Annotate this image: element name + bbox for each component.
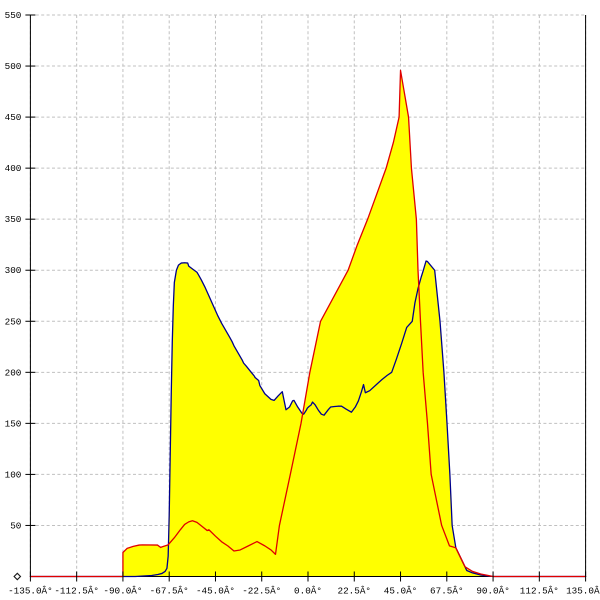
svg-text:-135.0Â°: -135.0Â°: [8, 586, 53, 597]
svg-text:150: 150: [5, 418, 22, 429]
svg-text:135.0Â°: 135.0Â°: [566, 586, 600, 597]
svg-text:45.0Â°: 45.0Â°: [384, 586, 417, 597]
svg-text:400: 400: [5, 163, 22, 174]
svg-text:-112.5Â°: -112.5Â°: [54, 586, 99, 597]
svg-text:50: 50: [10, 520, 21, 531]
svg-text:300: 300: [5, 265, 22, 276]
svg-text:90.0Â°: 90.0Â°: [476, 586, 509, 597]
svg-text:350: 350: [5, 214, 22, 225]
svg-text:-90.0Â°: -90.0Â°: [103, 586, 142, 597]
svg-text:100: 100: [5, 469, 22, 480]
svg-text:67.5Â°: 67.5Â°: [430, 586, 463, 597]
svg-text:-67.5Â°: -67.5Â°: [150, 586, 189, 597]
svg-text:500: 500: [5, 61, 22, 72]
svg-text:22.5Â°: 22.5Â°: [338, 586, 371, 597]
svg-text:450: 450: [5, 112, 22, 123]
svg-text:200: 200: [5, 367, 22, 378]
svg-text:0.0Â°: 0.0Â°: [294, 586, 322, 597]
svg-text:112.5Â°: 112.5Â°: [520, 586, 559, 597]
svg-text:-22.5Â°: -22.5Â°: [242, 586, 281, 597]
svg-text:-45.0Â°: -45.0Â°: [196, 586, 235, 597]
svg-text:550: 550: [5, 10, 22, 21]
svg-text:250: 250: [5, 316, 22, 327]
